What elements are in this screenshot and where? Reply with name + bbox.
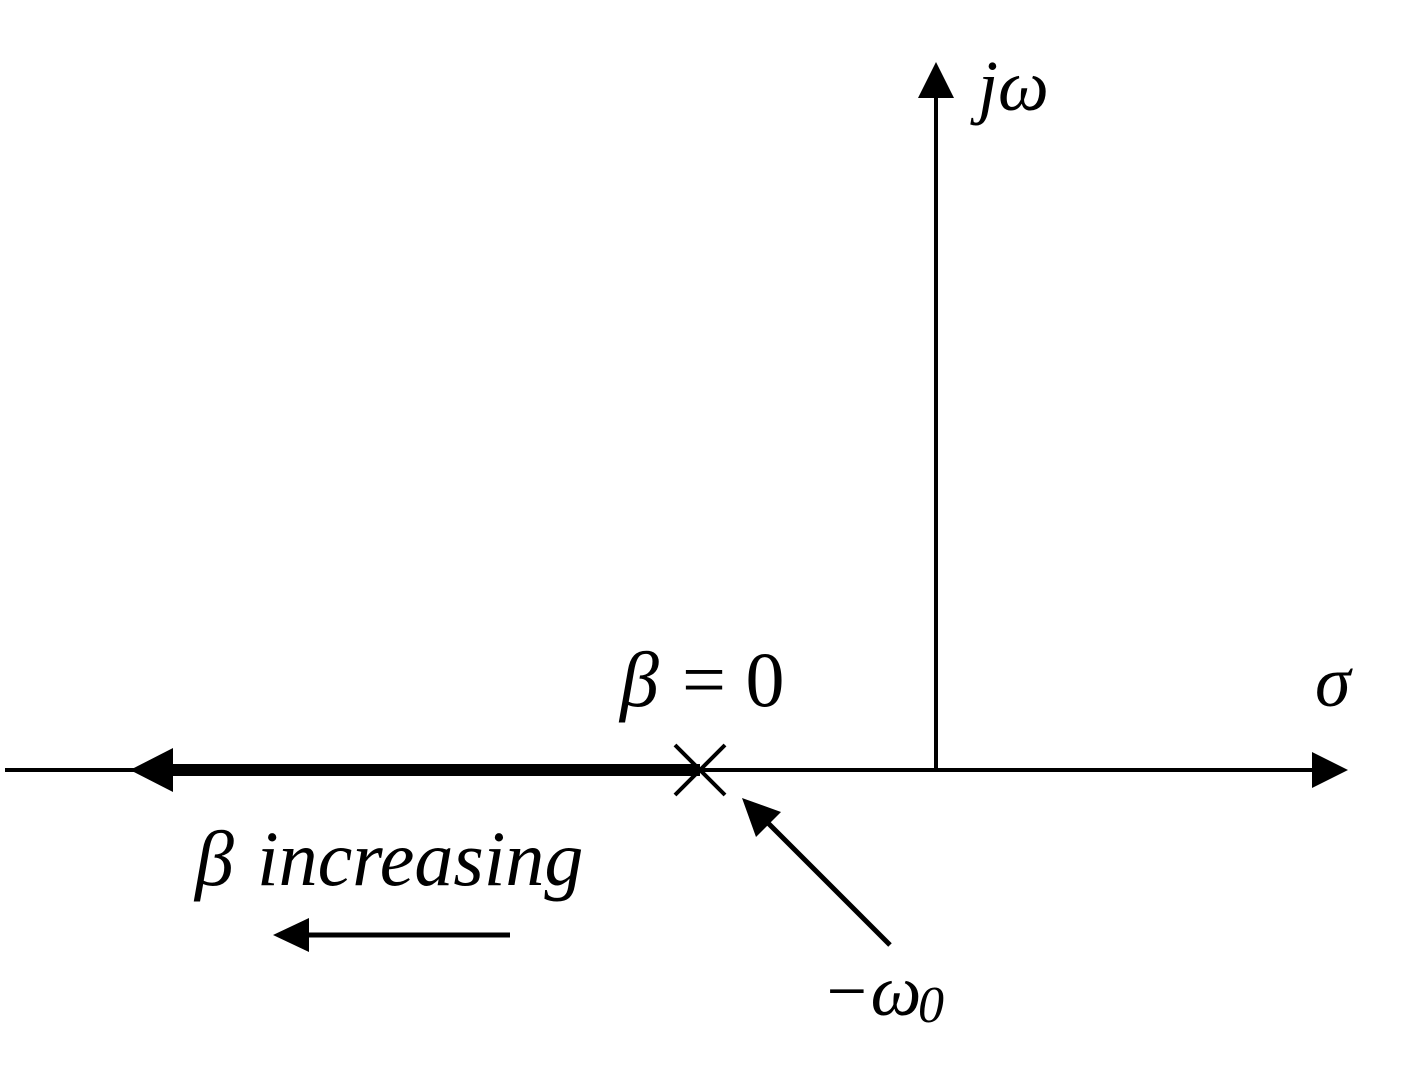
increasing-text: increasing [257, 815, 583, 902]
pole-location-omega: −ω [822, 951, 921, 1031]
pole-marker-x [673, 743, 727, 797]
pole-beta-symbol: β [618, 636, 659, 723]
beta-increasing-label: β increasing [193, 815, 583, 902]
pole-location-subscript: 0 [918, 977, 944, 1034]
real-axis-label: σ [1315, 642, 1353, 722]
imaginary-axis-arrowhead [918, 62, 954, 98]
real-axis-arrowhead [1312, 752, 1348, 788]
pole-pointer-arrowhead [742, 798, 781, 837]
increasing-beta-symbol: β [193, 815, 234, 902]
pole-pointer-arrow-line [763, 818, 892, 947]
pole-equals-zero: = 0 [682, 636, 785, 723]
increasing-direction-arrowhead [273, 918, 309, 952]
pole-location-label: −ω 0 [822, 951, 944, 1034]
imaginary-axis-label: jω [970, 46, 1049, 126]
pole-beta-zero-label: β = 0 [618, 636, 785, 723]
root-locus-branch-arrowhead [130, 748, 173, 792]
